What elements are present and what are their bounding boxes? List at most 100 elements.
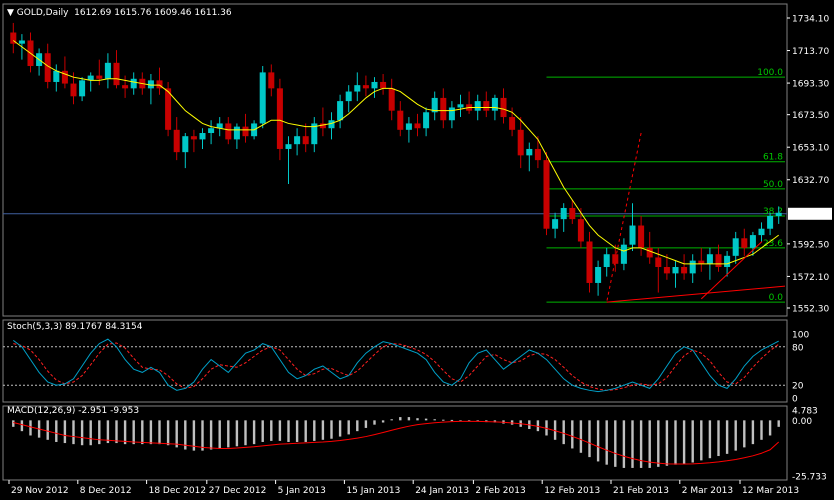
- price-panel-title: ▼ GOLD,Daily 1612.69 1615.76 1609.46 161…: [7, 8, 232, 18]
- current-price-box: [788, 207, 832, 220]
- macd-histogram-bar: [141, 420, 144, 445]
- stoch-tick-label: 0: [792, 395, 798, 405]
- price-tick-label: 1572.10: [792, 273, 829, 283]
- macd-histogram-bar: [72, 420, 75, 445]
- macd-histogram-bar: [674, 420, 677, 465]
- candle-body: [612, 254, 619, 264]
- macd-histogram-bar: [278, 420, 282, 441]
- x-tick-label: 21 Feb 2013: [613, 486, 669, 496]
- candle-body: [53, 70, 60, 82]
- candle-body: [345, 91, 352, 102]
- support-trend-line: [606, 285, 786, 303]
- macd-histogram-bar: [657, 420, 660, 467]
- macd-panel-border: [2, 405, 788, 481]
- candle-body: [724, 255, 731, 268]
- macd-histogram-bar: [295, 420, 299, 442]
- macd-histogram-bar: [218, 420, 221, 449]
- macd-histogram-bar: [330, 420, 333, 439]
- candle-body: [10, 32, 17, 44]
- fib-level-label: 0.0: [769, 293, 784, 303]
- candle-body: [225, 123, 232, 140]
- candle-body: [543, 160, 550, 229]
- fib-level-label: 38.2: [763, 207, 783, 217]
- macd-histogram-bar: [80, 420, 84, 446]
- macd-histogram-bar: [467, 420, 471, 422]
- candle-body: [638, 225, 645, 248]
- candle-body: [302, 136, 309, 145]
- candle-body: [423, 112, 430, 129]
- macd-histogram-bar: [132, 420, 135, 445]
- macd-histogram-bar: [682, 420, 686, 464]
- candle-body: [517, 129, 524, 156]
- candle-body: [294, 136, 301, 145]
- candle-body: [414, 123, 421, 129]
- x-tick-label: 8 Dec 2012: [80, 486, 132, 496]
- macd-histogram-bar: [450, 419, 454, 421]
- x-tick-label: 12 Mar 2013: [742, 486, 799, 496]
- macd-histogram-bar: [476, 420, 479, 422]
- macd-histogram-bar: [579, 420, 583, 453]
- candle-body: [216, 123, 223, 129]
- candle-body: [242, 126, 249, 137]
- candle-body: [758, 228, 765, 236]
- candle-body: [18, 40, 25, 44]
- macd-histogram-bar: [648, 420, 651, 468]
- candle-body: [156, 80, 163, 89]
- candle-body: [397, 110, 404, 130]
- candle-body: [629, 225, 636, 245]
- stoch-tick-label: 100: [792, 331, 809, 341]
- macd-histogram-bar: [416, 418, 419, 421]
- candle-body: [569, 207, 576, 220]
- macd-histogram-bar: [442, 419, 445, 421]
- macd-histogram-bar: [321, 420, 325, 440]
- macd-histogram-bar: [708, 420, 712, 459]
- x-tick-label: 5 Jan 2013: [278, 486, 326, 496]
- candle-body: [311, 123, 318, 145]
- candle-body: [767, 215, 774, 229]
- macd-histogram-bar: [743, 420, 746, 448]
- candle-body: [741, 238, 748, 248]
- macd-histogram-bar: [364, 420, 368, 428]
- candle-body: [328, 120, 335, 129]
- macd-histogram-bar: [691, 420, 694, 463]
- candle-body: [655, 257, 662, 268]
- macd-histogram-bar: [227, 420, 230, 448]
- macd-histogram-bar: [665, 420, 669, 466]
- candle-body: [61, 70, 68, 84]
- macd-histogram-bar: [760, 420, 763, 440]
- macd-histogram-bar: [356, 420, 359, 432]
- price-tick-label: 1592.50: [792, 240, 829, 250]
- moving-average-line: [13, 40, 779, 265]
- x-tick-label: 2 Mar 2013: [682, 486, 733, 496]
- candle-body: [491, 97, 498, 111]
- macd-histogram-bar: [536, 420, 540, 432]
- candle-body: [165, 88, 172, 130]
- x-tick-label: 2 Feb 2013: [475, 486, 525, 496]
- macd-histogram-bar: [734, 420, 737, 451]
- fib-level-label: 61.8: [763, 153, 783, 163]
- macd-histogram-bar: [244, 420, 247, 446]
- dropdown-arrow-icon[interactable]: ▼: [7, 8, 17, 18]
- candle-body: [337, 101, 344, 121]
- macd-histogram-bar: [424, 418, 428, 421]
- candle-body: [440, 97, 447, 121]
- macd-histogram-bar: [631, 420, 634, 468]
- macd-histogram-bar: [46, 420, 49, 440]
- price-panel-border: [2, 3, 788, 317]
- macd-histogram-bar: [562, 420, 565, 445]
- fib-level-label: 100.0: [757, 68, 783, 78]
- candle-body: [698, 260, 705, 264]
- candle-body: [775, 212, 782, 216]
- candle-body: [70, 83, 77, 97]
- candle-body: [577, 219, 584, 242]
- macd-histogram-bar: [639, 420, 643, 468]
- macd-histogram-bar: [614, 420, 617, 467]
- candle-body: [534, 148, 541, 161]
- candle-body: [371, 81, 378, 89]
- macd-histogram-bar: [98, 420, 101, 445]
- macd-histogram-bar: [459, 420, 462, 422]
- macd-histogram-bar: [588, 420, 591, 458]
- candle-body: [706, 254, 713, 264]
- x-tick-label: 12 Feb 2013: [544, 486, 600, 496]
- macd-histogram-bar: [338, 420, 342, 437]
